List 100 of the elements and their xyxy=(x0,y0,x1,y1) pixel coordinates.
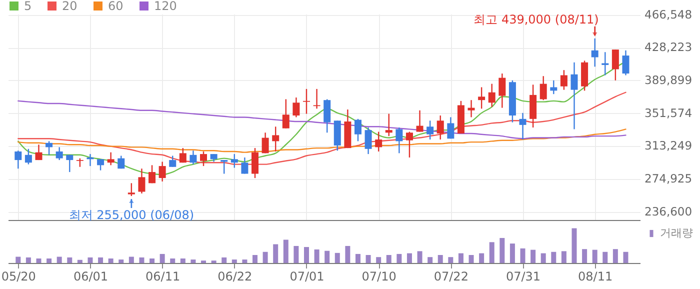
bar xyxy=(366,255,371,263)
bar xyxy=(417,251,422,263)
candlestick xyxy=(14,150,22,170)
candlestick xyxy=(66,154,74,173)
candlestick xyxy=(148,164,156,184)
bar xyxy=(252,255,258,263)
candlestick xyxy=(591,38,598,68)
bar xyxy=(582,249,588,263)
candlestick xyxy=(292,96,300,118)
x-tick-label: 07/31 xyxy=(506,270,541,284)
candlestick xyxy=(46,140,53,156)
y-tick-label: 351,574 xyxy=(644,106,692,120)
bar xyxy=(592,250,598,263)
x-tick-label: 08/11 xyxy=(578,270,613,284)
bar xyxy=(520,248,526,263)
bar xyxy=(345,246,350,263)
candlestick xyxy=(550,80,558,95)
candlestick xyxy=(24,148,32,165)
legend-label: 20 xyxy=(62,0,78,13)
bar xyxy=(180,258,186,263)
bar xyxy=(334,252,340,263)
candlestick xyxy=(200,150,208,167)
candlestick xyxy=(396,126,403,154)
bar xyxy=(623,252,628,263)
bar xyxy=(458,253,464,263)
x-tick-label: 05/20 xyxy=(1,270,36,284)
bar xyxy=(540,253,546,263)
x-tick-label: 07/10 xyxy=(362,270,396,284)
candlestick xyxy=(560,70,568,90)
candlestick xyxy=(375,131,382,152)
candlestick xyxy=(426,120,434,140)
bar xyxy=(222,257,227,263)
candlestick xyxy=(324,98,331,134)
candlestick xyxy=(158,161,166,182)
bar xyxy=(386,255,392,263)
candlestick xyxy=(35,144,42,161)
bar xyxy=(128,256,134,263)
bar xyxy=(170,258,176,263)
candlestick xyxy=(530,84,537,128)
candlestick xyxy=(478,86,486,110)
bar xyxy=(16,256,21,263)
bar xyxy=(572,228,577,263)
candlestick xyxy=(138,168,146,194)
legend-label: 120 xyxy=(154,0,177,13)
y-tick-label: 466,548 xyxy=(644,7,692,22)
candlestick xyxy=(385,113,392,137)
legend-label: 5 xyxy=(24,0,32,13)
candlestick xyxy=(262,132,269,154)
bar xyxy=(396,254,402,263)
bar xyxy=(376,257,382,263)
candlestick xyxy=(612,48,619,81)
candlestick xyxy=(519,112,526,140)
bar xyxy=(602,252,608,263)
y-tick-label: 274,925 xyxy=(644,171,692,186)
candlestick xyxy=(354,118,362,142)
bar xyxy=(56,256,62,263)
candlestick xyxy=(364,126,372,155)
x-tick-label: 06/22 xyxy=(218,270,252,284)
bar xyxy=(46,258,52,263)
x-tick-label: 07/01 xyxy=(290,270,324,284)
legend-label: 60 xyxy=(108,0,124,13)
y-tick-label: 389,899 xyxy=(644,72,692,87)
candlestick xyxy=(107,152,114,166)
candlestick xyxy=(488,83,496,108)
candlestick xyxy=(282,98,290,129)
candlestick xyxy=(272,126,280,152)
candlestick xyxy=(190,150,197,165)
bar xyxy=(355,254,360,263)
bar xyxy=(294,246,299,263)
bar xyxy=(479,253,484,263)
bar xyxy=(118,260,124,263)
candlestick xyxy=(622,50,630,76)
candlestick xyxy=(313,88,320,110)
bar xyxy=(489,242,494,263)
candlestick xyxy=(252,147,259,179)
bar xyxy=(314,249,320,263)
candlestick xyxy=(128,182,135,197)
legend-label: 거래량 xyxy=(660,226,693,240)
candlestick xyxy=(436,114,444,140)
candlestick xyxy=(169,155,176,168)
bar xyxy=(273,244,278,263)
candlestick xyxy=(581,60,588,92)
x-tick-label: 06/01 xyxy=(73,270,108,284)
candlestick xyxy=(118,155,125,170)
candlestick xyxy=(447,116,454,140)
bar xyxy=(67,257,72,263)
bar xyxy=(26,257,31,263)
bar xyxy=(262,252,268,263)
bar xyxy=(88,257,93,263)
candlestick xyxy=(468,99,475,118)
annotation: 최저 255,000 (06/08) xyxy=(68,208,194,222)
bar xyxy=(530,250,536,263)
bar xyxy=(448,257,454,263)
bar xyxy=(98,257,104,263)
candlestick xyxy=(97,158,104,171)
candlestick xyxy=(56,146,63,161)
bar xyxy=(612,249,618,263)
bar xyxy=(283,240,288,263)
bar xyxy=(160,254,165,263)
y-tick-label: 313,249 xyxy=(644,138,692,153)
